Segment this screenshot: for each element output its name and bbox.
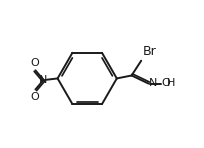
Text: N: N [39,75,48,85]
Text: O: O [30,92,39,102]
Text: Br: Br [142,45,156,58]
Text: O: O [162,78,170,88]
Text: N: N [149,78,157,88]
Text: O: O [30,58,39,68]
Text: H: H [167,78,175,88]
